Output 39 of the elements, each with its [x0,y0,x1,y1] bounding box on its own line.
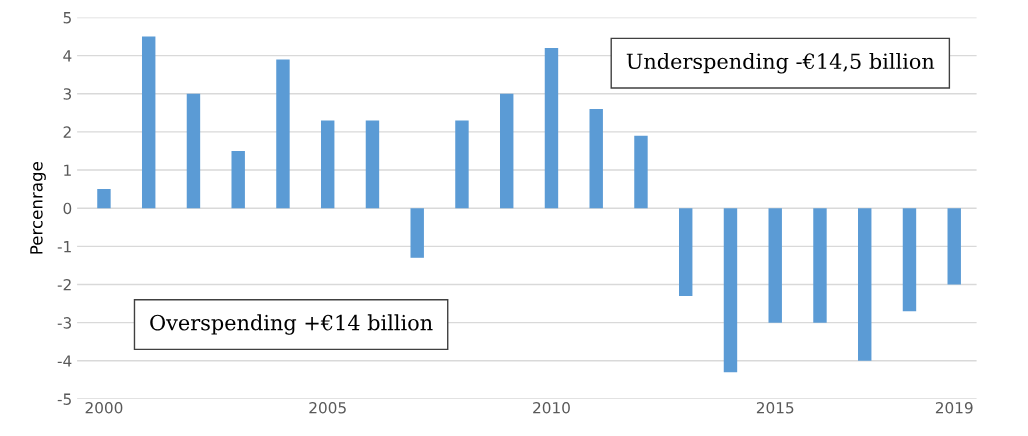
bar [634,135,648,209]
x-tick-label: 2015 [756,401,794,414]
bar [723,208,738,373]
y-tick-label: 2 [63,126,71,138]
bar [768,208,782,323]
annotation: Overspending +€14 billion [150,314,433,335]
y-tick-label: 3 [63,88,72,100]
y-tick-label: -2 [57,278,71,291]
bar [365,120,380,209]
bar [276,59,290,209]
y-tick-label: -3 [57,317,72,329]
y-tick-label: -4 [57,355,72,367]
bar [320,120,335,209]
y-tick-label: -5 [57,393,71,405]
y-tick-label: 0 [63,202,72,215]
annotation: Underspending -€14,5 billion [626,52,935,74]
y-tick-label: -1 [57,241,71,253]
x-tick-label: 2010 [533,401,570,414]
y-tick-label: 1 [64,164,71,176]
bar [455,120,469,209]
bar [679,208,693,296]
bar [858,208,872,361]
y-tick-label: 4 [63,50,72,62]
bar [813,208,827,323]
bar [544,47,559,209]
bar [97,189,111,209]
x-tick-label: 2019 [935,401,973,414]
y-axis-title: Percenrage [30,162,46,254]
x-tick-label: 2000 [85,401,123,414]
bar [186,93,201,209]
bar [589,109,603,209]
bar [902,208,917,312]
y-tick-label: 5 [63,12,71,24]
bar [141,36,156,209]
bar [500,93,514,209]
bar [231,150,245,209]
bar [410,208,424,258]
x-tick-label: 2005 [309,401,346,414]
bar [947,208,961,285]
